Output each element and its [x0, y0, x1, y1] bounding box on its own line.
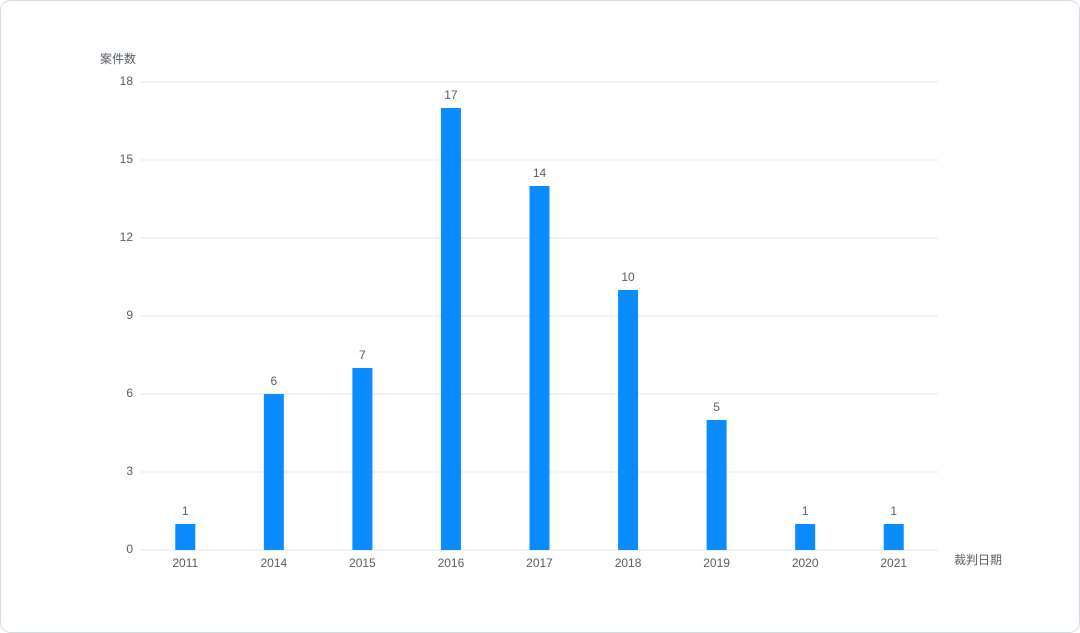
bar [529, 186, 550, 550]
y-tick-label: 3 [126, 464, 133, 478]
y-axis-title: 案件数 [100, 51, 136, 66]
x-tick-label: 2018 [615, 556, 642, 570]
x-tick-label: 2016 [438, 556, 465, 570]
bar [175, 524, 196, 550]
data-label: 10 [621, 270, 635, 284]
bar [352, 368, 373, 550]
x-tick-label: 2014 [260, 556, 287, 570]
x-tick-label: 2015 [349, 556, 376, 570]
data-label: 1 [182, 504, 189, 518]
y-tick-label: 15 [120, 152, 134, 166]
bar [706, 420, 727, 550]
data-label: 7 [359, 348, 366, 362]
bar [263, 394, 284, 550]
bar [440, 108, 461, 550]
bar [618, 290, 639, 550]
y-tick-label: 18 [120, 74, 134, 88]
x-tick-label: 2021 [880, 556, 907, 570]
x-tick-label: 2019 [703, 556, 730, 570]
x-axis-title: 裁判日期 [954, 553, 1002, 567]
y-tick-label: 12 [120, 230, 134, 244]
data-label: 17 [444, 88, 458, 102]
data-label: 5 [713, 400, 720, 414]
x-tick-label: 2017 [526, 556, 553, 570]
data-label: 1 [890, 504, 897, 518]
y-tick-label: 9 [126, 308, 133, 322]
data-label: 6 [270, 374, 277, 388]
y-tick-label: 6 [126, 386, 133, 400]
y-tick-label: 0 [126, 542, 133, 556]
data-label: 14 [533, 166, 547, 180]
bar [795, 524, 816, 550]
x-tick-label: 2020 [792, 556, 819, 570]
data-label: 1 [802, 504, 809, 518]
x-tick-label: 2011 [172, 556, 198, 570]
bar [883, 524, 904, 550]
